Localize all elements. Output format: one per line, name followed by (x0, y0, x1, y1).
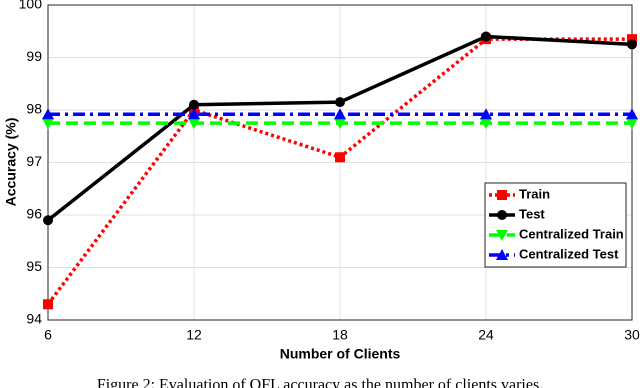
legend-label: Centralized Test (519, 246, 619, 261)
x-tick-label: 12 (186, 327, 202, 343)
x-tick-label: 18 (332, 327, 348, 343)
marker (497, 190, 507, 200)
marker (42, 108, 54, 120)
y-tick-label: 100 (19, 0, 43, 12)
marker (188, 108, 200, 120)
marker (496, 230, 508, 241)
marker (188, 118, 200, 130)
marker (481, 31, 491, 42)
y-tick-label: 94 (26, 311, 42, 327)
marker (627, 39, 637, 50)
y-tick-label: 95 (26, 258, 42, 274)
caption: Figure 2: Evaluation of QFL accuracy as … (97, 377, 543, 388)
x-tick-label: 24 (478, 327, 494, 343)
marker (497, 210, 507, 220)
legend-label: Centralized Train (519, 226, 624, 241)
marker (480, 108, 492, 120)
marker (335, 152, 345, 163)
x-tick-label: 6 (44, 327, 52, 343)
y-tick-label: 97 (26, 153, 42, 169)
marker (627, 34, 637, 45)
legend-label: Train (519, 186, 550, 201)
marker (480, 118, 492, 130)
y-axis-label: Accuracy (%) (3, 118, 19, 207)
x-axis-label: Number of Clients (280, 346, 401, 362)
legend-box (484, 182, 627, 268)
marker (335, 97, 345, 108)
y-tick-label: 99 (26, 48, 42, 64)
legend-label: Test (519, 206, 545, 221)
marker (43, 215, 53, 226)
y-tick-label: 96 (26, 206, 42, 222)
marker (626, 108, 638, 120)
marker (42, 118, 54, 130)
y-tick-label: 98 (26, 101, 42, 117)
marker (43, 299, 53, 310)
marker (189, 99, 199, 110)
marker (334, 118, 346, 130)
plot-frame (47, 4, 633, 321)
marker (496, 249, 508, 260)
marker (626, 118, 638, 130)
x-tick-label: 30 (624, 327, 640, 343)
marker (334, 108, 346, 120)
